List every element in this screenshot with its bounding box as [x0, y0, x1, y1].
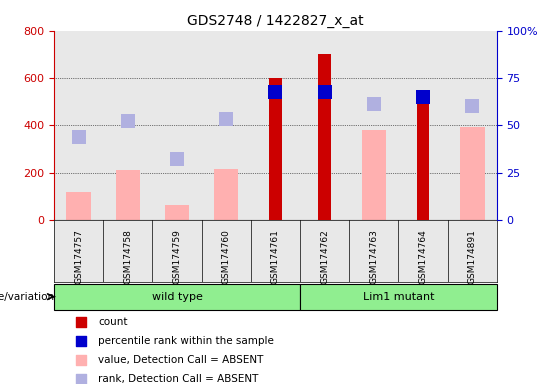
Bar: [319, 55, 330, 220]
Bar: [460, 127, 484, 220]
Text: GSM174762: GSM174762: [320, 229, 329, 284]
Text: GSM174764: GSM174764: [418, 229, 428, 284]
Text: GSM174759: GSM174759: [172, 229, 181, 284]
Bar: [54, 284, 300, 310]
Text: percentile rank within the sample: percentile rank within the sample: [98, 336, 274, 346]
Point: [512, 336, 521, 343]
Text: GSM174761: GSM174761: [271, 229, 280, 284]
Point: [222, 116, 231, 122]
Point: [468, 103, 476, 109]
Point: [75, 134, 83, 140]
Point: [512, 161, 521, 167]
Text: genotype/variation: genotype/variation: [0, 292, 54, 302]
Text: GSM174891: GSM174891: [468, 229, 477, 284]
Bar: [269, 78, 281, 220]
Text: GSM174757: GSM174757: [74, 229, 83, 284]
Bar: [66, 192, 91, 220]
Text: GSM174760: GSM174760: [222, 229, 231, 284]
Bar: [300, 284, 497, 310]
Text: count: count: [98, 317, 128, 327]
Text: Lim1 mutant: Lim1 mutant: [363, 292, 434, 302]
Bar: [214, 169, 239, 220]
Point: [271, 89, 280, 95]
Text: rank, Detection Call = ABSENT: rank, Detection Call = ABSENT: [98, 374, 259, 384]
Text: GSM174758: GSM174758: [123, 229, 132, 284]
Point: [369, 101, 378, 107]
Point: [418, 94, 427, 100]
Bar: [165, 205, 190, 220]
Point: [124, 118, 132, 124]
Bar: [361, 130, 386, 220]
Point: [173, 156, 181, 162]
Text: wild type: wild type: [152, 292, 202, 302]
Bar: [116, 170, 140, 220]
Point: [320, 89, 329, 95]
Bar: [417, 94, 429, 220]
Text: value, Detection Call = ABSENT: value, Detection Call = ABSENT: [98, 355, 264, 365]
Title: GDS2748 / 1422827_x_at: GDS2748 / 1422827_x_at: [187, 14, 364, 28]
Text: GSM174763: GSM174763: [369, 229, 379, 284]
